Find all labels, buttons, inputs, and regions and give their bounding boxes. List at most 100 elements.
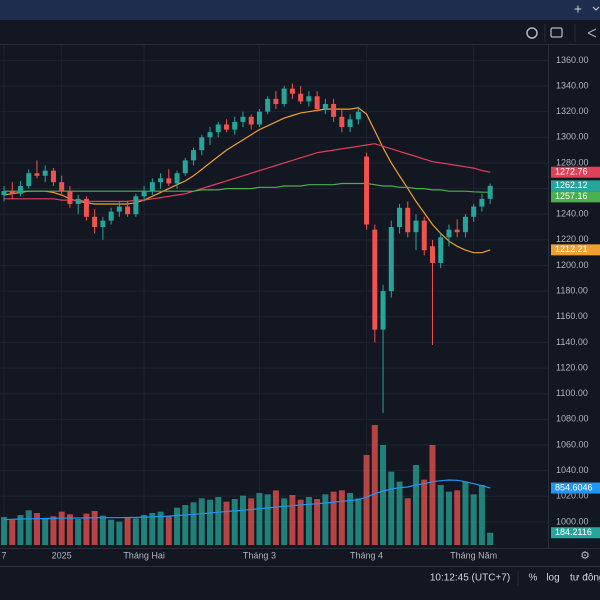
x-tick-label: Tháng Hai — [123, 550, 165, 560]
plot — [0, 45, 548, 545]
volume-bar — [75, 519, 82, 545]
volume-bar — [83, 513, 90, 545]
candle-body — [133, 196, 139, 215]
x-tick-label: Tháng Năm — [450, 550, 497, 560]
volume-bar — [437, 485, 444, 545]
axis-settings[interactable]: ⚙ — [580, 550, 590, 562]
candle-body — [339, 116, 345, 128]
price-tag — [551, 191, 600, 203]
volume-bar — [108, 519, 115, 545]
candle-body — [273, 98, 279, 104]
candle-body — [289, 88, 295, 94]
volume-bar — [454, 490, 461, 545]
candle-body — [380, 291, 386, 330]
ma-line — [4, 143, 491, 202]
y-tick-label: 1220.00 — [556, 234, 589, 244]
volume-bar — [25, 510, 32, 545]
volume-bar — [322, 494, 329, 545]
volume-bar — [165, 516, 172, 545]
candle-body — [83, 198, 89, 217]
settings-icon[interactable] — [526, 27, 538, 39]
volume-bar — [1, 517, 7, 545]
add-tab[interactable]: + — [574, 1, 582, 17]
candle-body — [174, 173, 180, 184]
volume-bar — [149, 513, 156, 545]
candle-body — [34, 173, 40, 176]
y-tick-label: 1140.00 — [556, 337, 588, 347]
volume-bar — [314, 499, 321, 545]
volume-bar — [478, 485, 485, 545]
candle-body — [372, 229, 378, 330]
candle-body — [314, 96, 320, 110]
volume-bar — [470, 494, 477, 545]
x-tick-label: Tháng 4 — [350, 550, 383, 560]
candle-body — [240, 116, 246, 122]
candle-body — [454, 229, 460, 233]
volume-bar — [256, 493, 263, 545]
y-tick-label: 1060.00 — [556, 439, 589, 449]
volume-bar — [404, 498, 411, 545]
volume-bar — [207, 499, 213, 545]
auto-toggle[interactable]: tư đông — [570, 573, 600, 584]
camera-icon[interactable] — [550, 27, 563, 38]
candle-body — [331, 103, 337, 117]
volume-bar — [157, 511, 164, 545]
candle-body — [322, 103, 328, 110]
tab-menu[interactable] — [592, 6, 600, 11]
percent-toggle[interactable]: % — [529, 573, 538, 584]
y-tick-label: 1340.00 — [556, 80, 589, 90]
volume-bar — [116, 521, 123, 545]
candle-body — [42, 170, 48, 176]
candle-body — [388, 227, 394, 292]
candle-body — [413, 220, 419, 233]
price-tag — [551, 244, 600, 256]
candle-body — [347, 119, 353, 128]
candle-body — [116, 206, 122, 212]
candle-body — [446, 229, 452, 238]
volume-bar — [289, 495, 296, 545]
price-tag-label: 1272.76 — [555, 167, 588, 177]
x-tick-label: 2025 — [52, 550, 72, 560]
candle-body — [487, 185, 493, 199]
volume-bar — [190, 502, 197, 545]
candle-body — [281, 88, 287, 104]
volume-bar — [42, 518, 49, 545]
y-tick-label: 1200.00 — [556, 260, 589, 270]
volume-bar — [363, 455, 370, 545]
price-tag-label: 1257.16 — [555, 191, 588, 201]
y-tick-label: 1000.00 — [556, 516, 589, 526]
y-tick-label: 1040.00 — [556, 465, 589, 475]
volume-bar — [338, 490, 345, 545]
y-tick-label: 1160.00 — [556, 311, 588, 321]
volume-bar — [413, 465, 419, 545]
volume-bar — [347, 493, 354, 545]
volume-bar — [239, 495, 246, 545]
price-tag-label: 1212.21 — [555, 244, 588, 254]
ma-line — [4, 182, 491, 193]
candle-body — [149, 182, 155, 192]
price-tag-label: 1262.12 — [555, 180, 588, 190]
volume-bar — [9, 519, 16, 545]
x-tick-label: Tháng 3 — [243, 550, 276, 560]
y-tick-label: 1240.00 — [556, 209, 589, 219]
clock: 10:12:45 (UTC+7) — [430, 573, 510, 584]
volume-bar — [33, 513, 40, 545]
volume-bar — [371, 425, 378, 545]
volume-bar — [141, 515, 148, 545]
y-tick-label: 1080.00 — [556, 414, 589, 424]
volume-bar — [355, 498, 362, 545]
log-toggle[interactable]: log — [546, 573, 559, 584]
volume-bar — [58, 511, 65, 545]
volume-bar — [272, 490, 279, 545]
share-icon[interactable] — [587, 28, 597, 38]
volume-bar — [264, 494, 271, 545]
candle-body — [215, 124, 221, 133]
price-tag-label: 184.2116 — [555, 527, 592, 537]
y-tick-label: 1320.00 — [556, 106, 589, 116]
y-tick-label: 1020.00 — [556, 491, 589, 501]
volume-bar — [17, 515, 24, 545]
candle-body — [158, 178, 164, 183]
candle-body — [17, 186, 23, 194]
